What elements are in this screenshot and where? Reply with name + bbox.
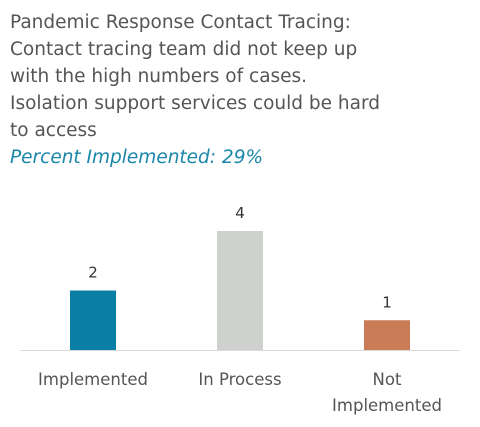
category-label-implemented: Implemented	[38, 370, 148, 389]
chart-title-line-2: Contact tracing team did not keep up	[10, 39, 358, 60]
chart-subtitle: Percent Implemented: 29%	[10, 147, 264, 168]
chart-title-block: Pandemic Response Contact Tracing: Conta…	[10, 9, 470, 171]
category-label-in-process: In Process	[198, 370, 281, 389]
category-label-not-implemented: Not Implemented	[332, 370, 442, 415]
chart-title-line-1: Pandemic Response Contact Tracing:	[10, 12, 351, 33]
data-label-in-process: 4	[235, 204, 245, 222]
bar-in-process	[217, 231, 263, 350]
data-label-implemented: 2	[88, 264, 98, 282]
chart-title-line-4: Isolation support services could be hard	[10, 93, 380, 114]
bar-not-implemented	[364, 320, 410, 350]
bar-implemented	[70, 290, 116, 350]
data-label-not-implemented: 1	[382, 293, 392, 311]
chart-title-line-3: with the high numbers of cases.	[10, 66, 308, 87]
chart-title-line-5: to access	[10, 120, 97, 141]
